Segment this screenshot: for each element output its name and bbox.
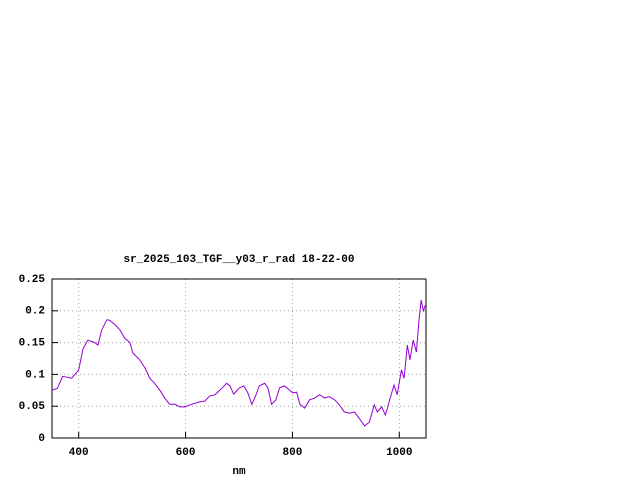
x-tick-label: 600: [176, 447, 196, 459]
y-tick-label: 0: [38, 433, 45, 445]
y-tick-label: 0.2: [25, 306, 45, 318]
y-tick-label: 0.1: [25, 369, 45, 381]
x-tick-label: 1000: [386, 447, 412, 459]
y-tick-label: 0.25: [19, 274, 46, 286]
data-line: [51, 299, 426, 427]
x-tick-label: 400: [69, 447, 89, 459]
x-tick-label: 800: [283, 447, 303, 459]
plot-frame: [51, 278, 427, 439]
x-axis-label: nm: [232, 466, 246, 478]
y-tick-label: 0.05: [19, 401, 46, 413]
y-tick-label: 0.15: [19, 338, 46, 350]
chart-title: sr_2025_103_TGF__y03_r_rad 18-22-00: [123, 254, 354, 266]
